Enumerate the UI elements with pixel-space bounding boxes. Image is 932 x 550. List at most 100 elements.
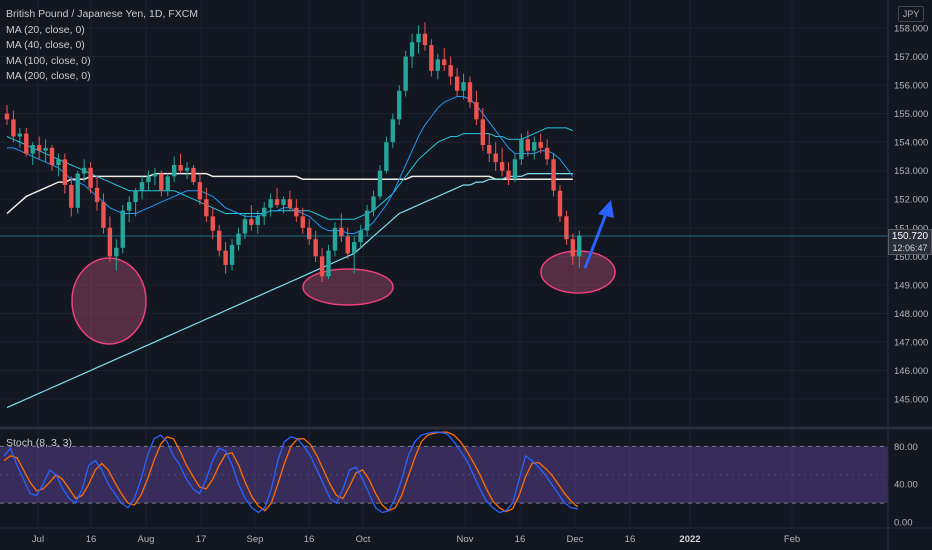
candle-up — [114, 247, 119, 257]
candle-down — [287, 199, 293, 208]
bar-countdown: 12:06:47 — [892, 243, 928, 253]
annotations — [71, 200, 616, 345]
time-tick-label: 17 — [196, 534, 207, 545]
candle-down — [313, 239, 318, 257]
price-tick-label: 150.000 — [894, 252, 928, 263]
price-tick-label: 151.000 — [894, 223, 928, 234]
time-tick-label: Feb — [784, 534, 800, 545]
stoch-k-line — [3, 431, 578, 514]
candle-down — [223, 250, 228, 265]
time-tick-label: 2022 — [679, 534, 700, 545]
last-price-tag: 150.720 12:06:47 — [888, 229, 932, 255]
candle-down — [249, 219, 254, 225]
price-tick-label: 146.000 — [894, 366, 928, 377]
candle-down — [4, 113, 10, 120]
candle-down — [11, 119, 16, 137]
candle-down — [94, 187, 100, 203]
time-axis[interactable]: Jul 16 Aug 17 Sep 16 Oct Nov 16 Dec 16 2022 Feb — [32, 534, 800, 545]
candle-up — [17, 133, 23, 137]
candle-down — [300, 216, 305, 228]
time-tick-label: Dec — [567, 534, 584, 545]
candle-down — [294, 207, 299, 217]
candle-up — [512, 159, 518, 180]
candle-down — [274, 199, 280, 205]
candle-down — [62, 159, 68, 185]
candle-up — [146, 176, 151, 183]
candle-up — [281, 199, 286, 205]
candle-up — [377, 170, 383, 197]
candle-down — [101, 202, 106, 228]
last-price-value: 150.720 — [891, 231, 929, 242]
ma100-line — [6, 173, 573, 409]
candle-down — [307, 227, 312, 240]
candle-down — [88, 167, 93, 188]
candle-up — [371, 196, 376, 211]
stoch-tick-label: 0.00 — [894, 518, 913, 529]
candles — [4, 22, 582, 283]
arrow-shaft — [583, 213, 608, 269]
ma100-legend[interactable]: MA (100, close, 0) — [6, 54, 91, 67]
candle-up — [577, 235, 582, 257]
highlight-ellipse — [302, 268, 394, 306]
candle-up — [397, 90, 402, 120]
stoch-legend[interactable]: Stoch (8, 3, 3) — [6, 437, 72, 449]
candle-up — [390, 119, 395, 143]
chart-legend: British Pound / Japanese Yen, 1D, FXCM M… — [6, 7, 198, 85]
candle-down — [467, 82, 473, 103]
candle-down — [487, 145, 492, 154]
price-tick-label: 153.000 — [894, 166, 928, 177]
candle-up — [165, 176, 170, 191]
candle-down — [191, 167, 196, 183]
candle-up — [126, 202, 132, 211]
candle-down — [525, 139, 531, 151]
candle-down — [429, 45, 434, 71]
price-tick-label: 154.000 — [894, 138, 928, 149]
candle-down — [69, 184, 74, 208]
price-tick-label: 155.000 — [894, 109, 928, 120]
candle-up — [326, 250, 331, 277]
candle-up — [229, 244, 235, 265]
time-tick-label: Sep — [247, 534, 264, 545]
candle-up — [332, 227, 338, 251]
candle-up — [255, 216, 260, 225]
candle-up — [81, 167, 87, 174]
candle-down — [564, 216, 569, 240]
price-tick-label: 152.000 — [894, 195, 928, 206]
ma200-legend[interactable]: MA (200, close, 0) — [6, 70, 91, 82]
ma40-legend[interactable]: MA (40, close, 0) — [6, 39, 85, 51]
time-tick-label: Aug — [138, 534, 155, 545]
candle-down — [197, 182, 203, 200]
price-tick-label: 157.000 — [894, 52, 928, 63]
candle-down — [422, 33, 428, 46]
time-tick-label: 16 — [86, 534, 97, 545]
candle-down — [345, 236, 350, 254]
symbol-title[interactable]: British Pound / Japanese Yen, 1D, FXCM — [6, 8, 199, 20]
candle-down — [178, 164, 183, 171]
time-tick-label: Jul — [32, 534, 44, 545]
candle-up — [236, 233, 241, 245]
grid-lines — [0, 0, 888, 528]
candle-up — [120, 210, 125, 248]
stoch-band — [0, 445, 888, 504]
candle-up — [384, 142, 389, 171]
candle-up — [268, 199, 273, 208]
candle-down — [159, 173, 164, 191]
time-tick-label: 16 — [625, 534, 636, 545]
price-axis[interactable]: 158.000 157.000 156.000 155.000 154.000 153.0… — [894, 24, 928, 406]
candle-down — [24, 133, 29, 154]
candle-up — [532, 142, 537, 151]
arrow-head — [598, 200, 614, 218]
candle-down — [204, 199, 209, 217]
candle-up — [403, 56, 408, 91]
highlight-ellipse — [71, 257, 147, 345]
candle-down — [557, 190, 563, 217]
candle-up — [184, 167, 190, 171]
ma20-legend[interactable]: MA (20, close, 0) — [6, 23, 85, 36]
candle-up — [43, 147, 48, 151]
stoch-d-line — [3, 431, 579, 513]
candle-down — [480, 119, 486, 146]
candle-up — [133, 190, 138, 203]
price-tick-label: 148.000 — [894, 309, 928, 320]
currency-badge[interactable]: JPY — [898, 6, 924, 22]
candle-up — [461, 82, 466, 91]
